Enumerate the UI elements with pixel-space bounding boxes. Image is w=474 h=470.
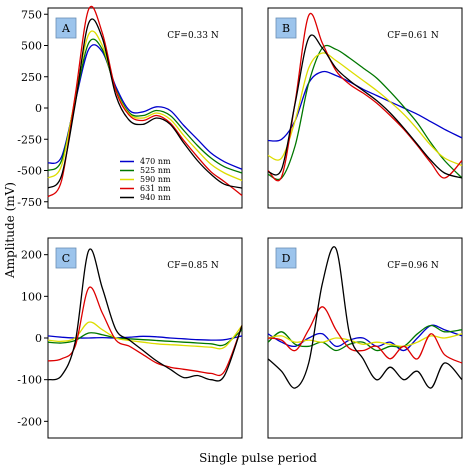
panel-letter: A <box>61 22 71 35</box>
y-tick-label: 500 <box>21 40 42 53</box>
series-line-470-nm <box>267 324 463 352</box>
y-tick-label: 100 <box>21 290 42 303</box>
panel-letter-box <box>275 247 297 269</box>
panel-letter: C <box>62 252 70 265</box>
panel-b: B CF=0.61 N <box>267 7 463 209</box>
y-tick-label: -500 <box>17 165 42 178</box>
y-tick-label: -100 <box>17 374 42 387</box>
cf-annotation: CF=0.85 N <box>167 261 219 271</box>
panel-letter-box <box>275 17 297 39</box>
series-line-525-nm <box>47 329 243 347</box>
panel-a: -750 -500 -250 0 250 500 750 A CF=0.33 N 470 nm52… <box>17 6 243 209</box>
y-tick-label: -750 <box>17 196 42 209</box>
series-line-940-nm <box>267 34 463 179</box>
series-line-525-nm <box>267 324 463 352</box>
cf-annotation: CF=0.96 N <box>387 261 439 271</box>
panel-letter: B <box>282 22 290 35</box>
y-tick-label: 750 <box>21 8 42 21</box>
series-line-631-nm <box>47 6 243 198</box>
panel-letter: D <box>282 252 291 265</box>
legend-label: 940 nm <box>140 193 171 202</box>
series-line-631-nm <box>267 306 463 364</box>
series-line-470-nm <box>267 70 463 142</box>
y-tick-label: 0 <box>35 332 42 345</box>
cf-annotation: CF=0.33 N <box>167 31 219 41</box>
series-line-940-nm <box>267 246 463 389</box>
y-axis-title: Amplitude (mV) <box>3 182 17 279</box>
legend-label: 631 nm <box>140 184 171 193</box>
panel-d: D CF=0.96 N <box>267 237 463 439</box>
panel-c: -200 -100 0 100 200 C CF=0.85 N <box>17 237 243 439</box>
legend-label: 470 nm <box>140 157 171 166</box>
series-line-940-nm <box>47 18 243 189</box>
panel-frame <box>267 7 463 209</box>
series-line-470-nm <box>47 44 243 170</box>
series-line-525-nm <box>47 38 243 174</box>
legend-label: 590 nm <box>140 175 171 184</box>
y-tick-label: 200 <box>21 249 42 262</box>
cf-annotation: CF=0.61 N <box>387 31 439 41</box>
series-line-631-nm <box>47 286 243 377</box>
x-axis-title: Single pulse period <box>199 451 317 465</box>
y-tick-label: -200 <box>17 415 42 428</box>
series-line-940-nm <box>47 248 243 382</box>
legend-label: 525 nm <box>140 166 171 175</box>
series-line-590-nm <box>267 52 463 167</box>
series-line-590-nm <box>47 321 243 350</box>
y-tick-label: -250 <box>17 133 42 146</box>
y-tick-label: 0 <box>35 102 42 115</box>
series-line-525-nm <box>267 44 463 181</box>
panels: -750 -500 -250 0 250 500 750 A CF=0.33 N 470 nm52… <box>17 6 463 439</box>
panel-letter-box <box>55 247 77 269</box>
series-line-590-nm <box>267 333 463 348</box>
series-line-631-nm <box>267 12 463 182</box>
y-tick-label: 250 <box>21 71 42 84</box>
panel-letter-box <box>55 17 77 39</box>
